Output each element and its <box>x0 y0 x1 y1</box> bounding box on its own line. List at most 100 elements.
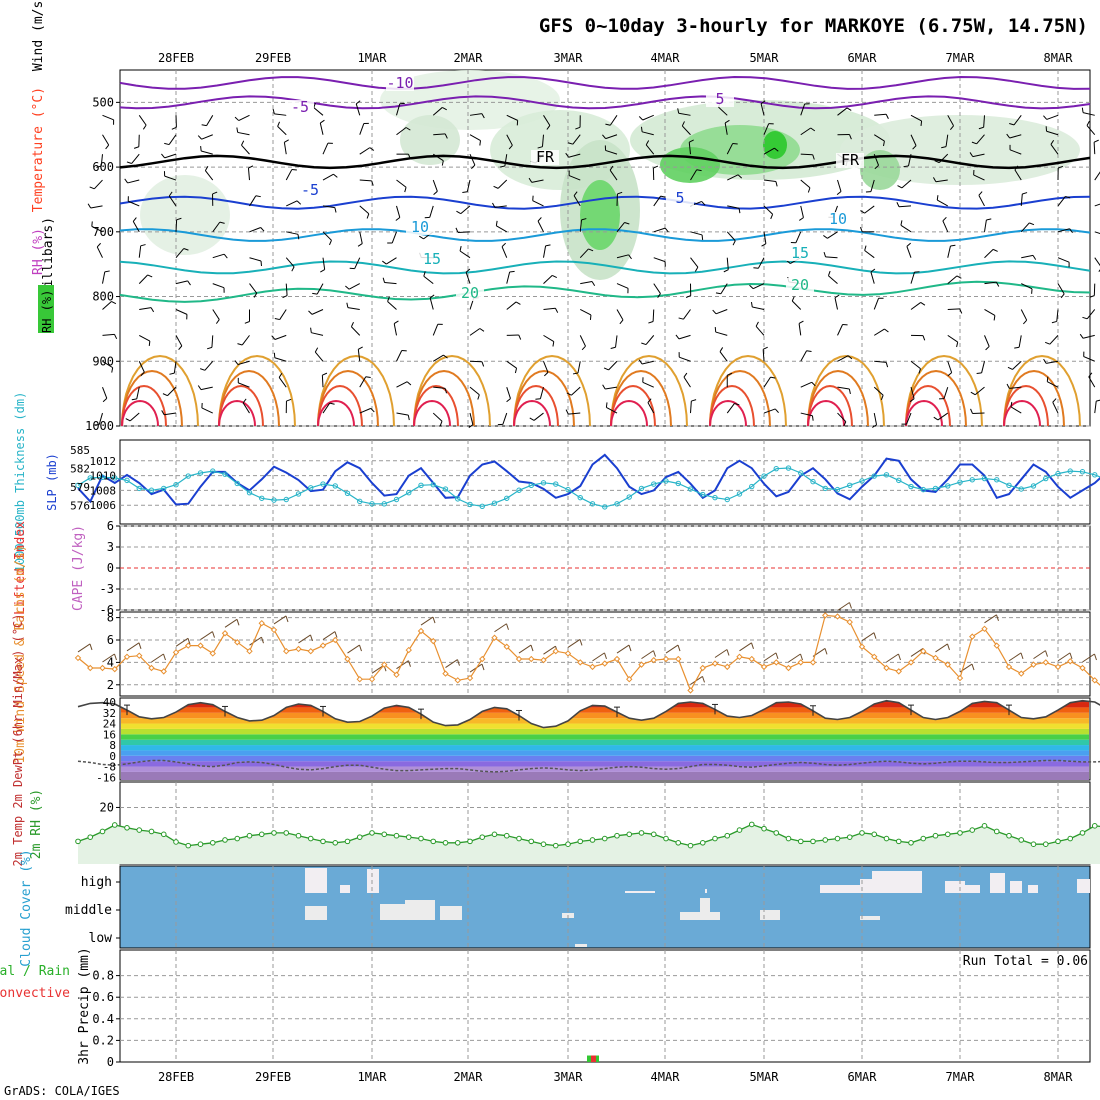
wind-barb-flag <box>443 354 448 359</box>
wind-barb <box>1094 203 1100 207</box>
wind-barb <box>653 195 662 207</box>
wind-barb-flag <box>567 142 574 145</box>
wind-barb-flag <box>439 421 443 427</box>
wind-barb <box>432 179 438 192</box>
wind-barb <box>580 309 592 316</box>
wind-barb-flag <box>89 186 95 190</box>
wind-barb-flag <box>811 381 816 387</box>
upper-air-panel: -10 -5 5 FR FR -5 5 10 10 15 15 20 20 500 600 700 800 90… <box>31 0 1100 433</box>
top-date-label: 2MAR <box>454 51 484 65</box>
wind-barb <box>947 245 951 258</box>
cloud-block-high <box>705 889 707 893</box>
wind-speed-point <box>185 642 192 649</box>
wind-speed-point <box>160 668 167 675</box>
wind-barb <box>285 169 293 181</box>
wind-speed-point <box>638 661 645 668</box>
surface-wind-barb <box>837 602 850 611</box>
low-level-isotherm <box>905 399 943 427</box>
wind-speed-point <box>748 655 755 663</box>
thickness-point <box>577 494 583 501</box>
wind-speed-point <box>417 627 425 635</box>
wind-barb <box>322 231 332 241</box>
wind-barb <box>800 179 811 189</box>
rh2m-point <box>846 834 853 840</box>
surface-wind-barb-flag <box>726 649 730 656</box>
bottom-date-label: 28FEB <box>158 1070 194 1084</box>
wind-barb-flag <box>495 220 498 226</box>
wind-barb-flag <box>610 346 616 350</box>
wind-barb-flag <box>291 168 297 171</box>
wind-barb-flag <box>148 340 151 347</box>
thickness-point <box>406 490 412 496</box>
wind-barb-flag <box>602 384 606 390</box>
surface-wind-barb-flag <box>334 631 338 638</box>
wind-barb <box>1057 257 1070 263</box>
wind-barb <box>938 153 949 163</box>
wind-speed-point <box>613 655 621 663</box>
wind-barb <box>679 356 691 362</box>
wind-barb <box>1088 376 1096 388</box>
wind-speed-point <box>503 643 510 650</box>
wind-speed-point <box>540 656 547 664</box>
wind-barb-flag <box>834 294 840 299</box>
wind-barb <box>102 114 114 121</box>
wind-barb-flag <box>970 408 973 414</box>
wind-barb-flag <box>314 347 319 353</box>
top-date-label: 4MAR <box>651 51 681 65</box>
wind-barb-flag <box>1086 120 1090 126</box>
wind-barb-flag <box>823 235 828 239</box>
wind-barb <box>1047 381 1059 388</box>
wind-barb <box>506 301 517 310</box>
wind-barb <box>1082 112 1095 116</box>
wind-barb <box>688 142 691 155</box>
thickness-tick-label: 579 <box>70 481 90 494</box>
wind-barb-flag <box>370 408 375 413</box>
low-level-isotherm <box>317 354 395 427</box>
wind-barb-flag <box>355 100 361 105</box>
wind-barb-flag <box>291 266 295 272</box>
thickness-point <box>785 465 792 471</box>
wind-barb <box>763 179 776 182</box>
surface-wind-barb <box>1033 650 1046 660</box>
wind-barb <box>908 154 912 166</box>
wind-barb-flag <box>947 372 952 377</box>
wind-barb <box>720 283 728 295</box>
wind-barb <box>543 361 549 373</box>
wind-barb <box>1057 196 1066 207</box>
wind-barb <box>763 408 776 414</box>
wind-barb-flag <box>942 216 947 222</box>
rh-shade-blob <box>400 115 460 165</box>
wind-speed-point <box>172 649 180 656</box>
wind-barb <box>102 333 115 336</box>
wind-barb <box>864 205 875 214</box>
wind-speed-point <box>589 663 596 671</box>
wind-barb <box>681 125 691 136</box>
low-level-isotherm <box>807 399 845 427</box>
wind-barb-flag <box>322 372 328 376</box>
wind-barb-flag <box>847 355 853 360</box>
bottom-date-axis: 28FEB 29FEB 1MAR 2MAR 3MAR 4MAR 5MAR 6MAR 7MAR 8M… <box>158 1070 1073 1084</box>
wind-barb <box>322 257 326 270</box>
bottom-date-label: 8MAR <box>1044 1070 1074 1084</box>
wind-barb-flag <box>719 347 724 352</box>
cloud-block-high <box>340 885 350 893</box>
wind-barb <box>678 334 691 340</box>
cloud-block-middle <box>440 906 462 920</box>
y-tick-label: 0 <box>107 561 114 575</box>
rh2m-point <box>1079 830 1086 836</box>
low-level-isotherm <box>218 369 280 427</box>
wind-barb-flag <box>978 126 984 130</box>
temperature-label: Temperature (°C) <box>31 87 46 212</box>
cloud-block-high <box>965 885 980 893</box>
wind-barb-flag <box>849 134 852 140</box>
wind-barb-flag <box>685 295 691 298</box>
thickness-point <box>908 483 914 490</box>
temperature-band <box>121 707 1089 713</box>
temp-tick-label: -16 <box>96 771 116 784</box>
rh2m-point <box>981 823 988 829</box>
rh-legend-swatch <box>38 285 54 333</box>
wind-barb <box>469 113 482 116</box>
wind-barb-flag <box>124 178 129 184</box>
wind-barb <box>800 412 813 417</box>
